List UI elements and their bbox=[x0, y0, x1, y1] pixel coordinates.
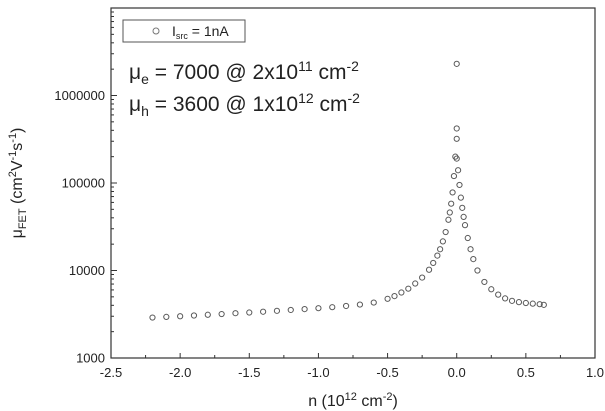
data-point bbox=[370, 299, 377, 306]
data-point bbox=[495, 291, 502, 298]
data-point bbox=[301, 306, 308, 313]
data-point bbox=[460, 213, 467, 220]
data-point bbox=[445, 216, 452, 223]
data-point bbox=[384, 295, 391, 302]
data-point bbox=[204, 311, 211, 318]
data-point bbox=[430, 259, 437, 267]
data-point bbox=[425, 266, 433, 273]
data-point bbox=[522, 299, 529, 307]
data-point bbox=[449, 189, 456, 196]
data-point bbox=[453, 135, 460, 142]
data-point bbox=[419, 274, 426, 281]
data-point bbox=[149, 314, 156, 321]
legend-label: Isrc = 1nA bbox=[172, 23, 229, 41]
data-point bbox=[442, 228, 449, 236]
data-point bbox=[536, 301, 543, 308]
legend-box bbox=[122, 19, 246, 43]
x-tick-label: -1.5 bbox=[238, 365, 260, 380]
data-point bbox=[437, 246, 444, 253]
data-point bbox=[453, 125, 460, 132]
data-point bbox=[529, 300, 536, 307]
data-point bbox=[456, 181, 463, 189]
x-axis-label: n (1012 cm-2) bbox=[308, 391, 398, 410]
data-point bbox=[246, 309, 253, 316]
data-point bbox=[232, 310, 239, 317]
data-point bbox=[461, 222, 469, 229]
y-tick-label: 1000000 bbox=[54, 88, 105, 103]
data-series bbox=[149, 60, 547, 321]
data-point bbox=[391, 292, 398, 300]
data-point bbox=[177, 313, 184, 320]
data-point bbox=[434, 252, 441, 259]
electron-mobility-annotation: μe = 7000 @ 2x1011 cm-2 bbox=[129, 58, 359, 87]
x-tick-label: -1.0 bbox=[307, 365, 329, 380]
data-point bbox=[273, 307, 281, 314]
data-point bbox=[398, 289, 405, 296]
data-point bbox=[457, 194, 464, 201]
x-tick-label: 0.5 bbox=[517, 365, 535, 380]
data-point bbox=[342, 302, 350, 310]
data-point bbox=[448, 200, 455, 207]
data-point bbox=[508, 297, 516, 304]
data-point bbox=[450, 172, 458, 180]
data-point bbox=[474, 267, 481, 274]
data-point bbox=[464, 234, 471, 242]
data-point bbox=[515, 299, 523, 306]
data-point bbox=[459, 204, 466, 211]
data-point bbox=[315, 305, 322, 312]
data-point bbox=[454, 167, 462, 174]
legend-marker bbox=[152, 27, 160, 35]
y-axis: 1000 10000 100000 1000000 bbox=[54, 11, 117, 366]
data-point bbox=[488, 286, 495, 293]
y-axis-label: μFET (cm2V-1s-1) bbox=[7, 128, 29, 239]
x-tick-label: -0.5 bbox=[376, 365, 398, 380]
data-point bbox=[481, 278, 488, 286]
y-tick-label: 10000 bbox=[69, 263, 105, 278]
data-point bbox=[329, 304, 336, 311]
data-point bbox=[453, 155, 460, 162]
hole-mobility-annotation: μh = 3600 @ 1x1012 cm-2 bbox=[129, 90, 360, 119]
data-point bbox=[287, 306, 294, 314]
x-axis: -2.5 -2.0 -1.5 -1.0 -0.5 0.0 0.5 1.0 bbox=[100, 353, 604, 380]
data-point bbox=[260, 308, 267, 315]
data-point bbox=[218, 310, 225, 318]
y-tick-label: 1000 bbox=[76, 351, 105, 366]
data-point bbox=[163, 313, 170, 320]
data-point bbox=[502, 295, 509, 302]
data-point bbox=[446, 209, 453, 216]
data-point bbox=[439, 238, 446, 245]
data-point bbox=[356, 301, 364, 308]
data-point bbox=[405, 285, 412, 292]
x-tick-label: -2.5 bbox=[100, 365, 122, 380]
x-tick-label: 0.0 bbox=[448, 365, 466, 380]
x-tick-label: 1.0 bbox=[586, 365, 604, 380]
x-tick-label: -2.0 bbox=[169, 365, 191, 380]
data-point bbox=[540, 301, 547, 308]
data-point bbox=[190, 312, 198, 319]
data-point bbox=[470, 255, 477, 263]
data-point bbox=[467, 246, 474, 253]
data-point bbox=[412, 280, 419, 287]
y-tick-label: 100000 bbox=[62, 176, 105, 191]
legend: Isrc = 1nA bbox=[122, 19, 246, 43]
data-point bbox=[453, 60, 460, 67]
